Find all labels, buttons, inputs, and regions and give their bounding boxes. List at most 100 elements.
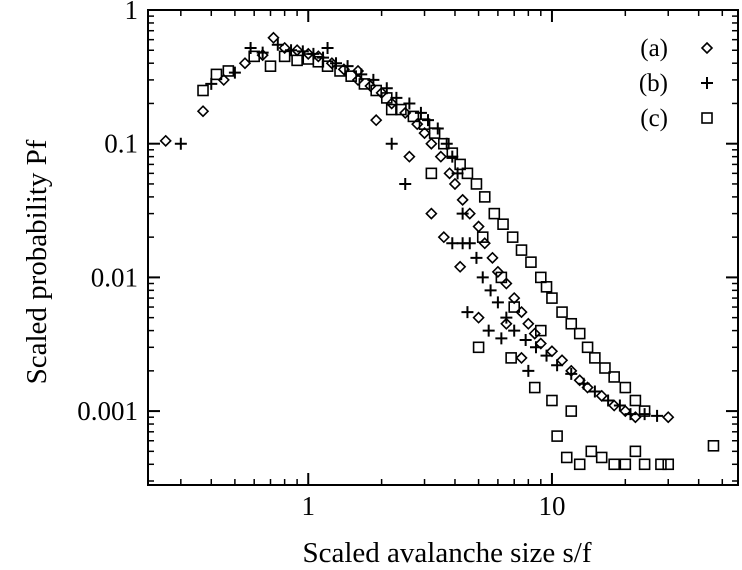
data-point — [476, 231, 489, 243]
data-point — [581, 341, 594, 354]
data-point — [565, 367, 578, 380]
legend-marker — [701, 112, 713, 124]
data-point — [595, 451, 608, 464]
data-point — [217, 73, 230, 87]
data-point — [403, 150, 416, 163]
data-point — [508, 324, 521, 337]
y-tick-label: 0.1 — [104, 129, 138, 159]
data-point — [638, 458, 651, 471]
data-point — [456, 193, 469, 207]
data-point — [334, 65, 346, 77]
x-tick-label: 1 — [302, 491, 316, 521]
data-point — [446, 150, 459, 163]
data-point — [497, 218, 509, 230]
data-point — [448, 177, 462, 191]
data-point — [608, 371, 620, 383]
data-point — [421, 114, 434, 127]
legend: (a) (b) (c) — [639, 35, 714, 132]
data-point — [425, 137, 438, 150]
data-point — [540, 349, 553, 362]
data-point — [662, 411, 675, 424]
data-point — [546, 394, 558, 407]
data-point — [244, 41, 257, 54]
data-point — [456, 207, 469, 220]
data-point — [385, 103, 398, 116]
data-point — [321, 60, 334, 72]
data-point — [267, 31, 280, 44]
y-tick-label: 1 — [125, 0, 139, 25]
data-point — [484, 284, 497, 297]
data-point — [210, 68, 223, 81]
data-point — [528, 327, 541, 340]
data-point — [380, 92, 393, 104]
data-point — [555, 354, 569, 367]
data-point — [662, 458, 675, 471]
data-point — [418, 126, 431, 140]
data-point — [629, 394, 642, 407]
data-point — [411, 118, 424, 131]
data-point — [345, 70, 357, 82]
data-point — [461, 167, 474, 180]
data-point — [608, 399, 621, 412]
data-point — [285, 44, 298, 57]
plot-frame — [147, 9, 739, 486]
data-point — [238, 57, 252, 70]
axis-tick-labels: 1 10 1 0.1 0.01 0.001 — [77, 0, 565, 521]
data-point — [456, 237, 469, 250]
data-point — [495, 271, 508, 284]
data-point — [608, 458, 620, 471]
data-point — [565, 317, 578, 330]
data-point — [443, 167, 456, 180]
data-point — [534, 337, 547, 350]
data-point — [595, 389, 608, 402]
series-2 — [174, 38, 664, 422]
data-point — [196, 105, 210, 118]
data-point — [228, 66, 241, 79]
data-point — [551, 359, 564, 372]
data-point — [197, 84, 209, 97]
data-point — [638, 405, 651, 417]
data-point — [463, 207, 476, 220]
data-point — [437, 231, 450, 244]
data-point — [506, 231, 519, 243]
data-point — [478, 191, 491, 203]
data-point — [629, 445, 642, 458]
data-point — [454, 260, 467, 273]
data-point — [248, 50, 260, 63]
data-point — [508, 301, 521, 313]
data-point — [556, 306, 568, 318]
data-point — [505, 352, 517, 364]
data-point — [418, 118, 431, 130]
data-point — [651, 409, 664, 422]
data-point — [565, 405, 578, 417]
plot-border — [147, 9, 739, 486]
legend-marker — [700, 41, 714, 55]
data-point — [385, 97, 398, 110]
data-point — [500, 311, 513, 324]
data-point — [599, 362, 611, 374]
x-axis-label: Scaled avalanche size s/f — [302, 537, 591, 569]
data-point — [399, 177, 412, 190]
series-1 — [159, 31, 675, 424]
data-point — [624, 408, 637, 421]
data-point — [522, 364, 535, 377]
legend-label: (a) — [640, 35, 668, 62]
data-point — [370, 114, 383, 127]
data-point — [495, 332, 508, 345]
data-point — [707, 439, 720, 452]
data-point — [370, 84, 382, 97]
data-point — [472, 311, 485, 324]
data-point — [291, 54, 303, 67]
data-point — [585, 445, 598, 458]
data-point — [588, 385, 601, 398]
data-point — [446, 147, 459, 159]
data-point — [428, 127, 441, 139]
data-point — [619, 381, 632, 394]
data-point — [638, 408, 651, 421]
data-point — [264, 60, 277, 72]
data-point — [529, 341, 542, 354]
data-point — [508, 291, 521, 305]
data-point — [385, 137, 398, 150]
data-point — [414, 106, 427, 119]
x-tick-label: 10 — [538, 491, 565, 521]
